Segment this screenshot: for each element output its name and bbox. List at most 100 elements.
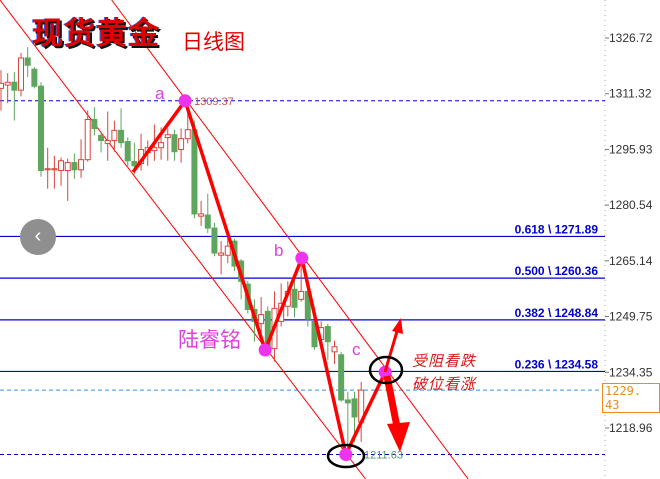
candle-body bbox=[204, 214, 211, 229]
pivot-point bbox=[339, 448, 353, 462]
candle-body bbox=[198, 213, 205, 217]
candle-body bbox=[178, 138, 185, 151]
candle-body bbox=[111, 129, 118, 141]
candle bbox=[104, 111, 111, 161]
wave-label-c: c bbox=[352, 340, 361, 359]
candle-body bbox=[44, 168, 51, 171]
candle bbox=[18, 52, 25, 97]
candle-body bbox=[324, 326, 331, 343]
pivot-point bbox=[295, 251, 309, 265]
candle bbox=[358, 381, 365, 442]
candle bbox=[111, 120, 118, 152]
candle-body bbox=[151, 147, 158, 152]
y-tick-label: 1249.75 bbox=[609, 310, 653, 324]
candle-body bbox=[171, 134, 178, 153]
candle bbox=[198, 200, 205, 226]
candle-body bbox=[191, 129, 198, 215]
candle-body bbox=[71, 162, 78, 171]
candle-body bbox=[11, 81, 18, 91]
back-button[interactable]: ‹ bbox=[20, 219, 56, 255]
y-tick-label: 1295.93 bbox=[609, 142, 653, 156]
candle-body bbox=[31, 68, 38, 87]
chart-subtitle: 日线图 bbox=[182, 30, 245, 54]
chart-title: 现货黄金 bbox=[32, 16, 160, 52]
candle-body bbox=[184, 129, 191, 140]
candle-body bbox=[98, 134, 105, 141]
candle-body bbox=[4, 81, 11, 86]
note-resistance: 受阻看跌 bbox=[412, 352, 477, 370]
candle-body bbox=[131, 160, 138, 167]
candle-body bbox=[91, 118, 98, 130]
candle-body bbox=[104, 139, 111, 144]
candle-body bbox=[224, 245, 231, 256]
wave-label-b: b bbox=[274, 241, 284, 260]
candle bbox=[51, 155, 58, 189]
pivot-point bbox=[258, 343, 272, 357]
current-price-label: 1229. 43 bbox=[602, 383, 660, 413]
pivot-point bbox=[178, 94, 192, 108]
note-breakout: 破位看涨 bbox=[412, 375, 477, 393]
candle bbox=[98, 131, 105, 153]
candle bbox=[338, 351, 345, 402]
candle bbox=[164, 128, 171, 161]
low-highlight-ellipse bbox=[326, 443, 366, 469]
candle-body bbox=[18, 57, 25, 91]
candle bbox=[218, 241, 225, 275]
candle-body bbox=[218, 252, 225, 256]
candle-body bbox=[51, 168, 58, 171]
candle-body bbox=[118, 129, 125, 144]
candle-body bbox=[58, 160, 65, 172]
candle-body bbox=[84, 118, 91, 161]
candle bbox=[331, 340, 338, 364]
candle bbox=[171, 129, 178, 161]
candle bbox=[298, 259, 305, 302]
candle-body bbox=[24, 57, 31, 66]
candle bbox=[78, 139, 85, 178]
author-label: 陆睿铭 bbox=[178, 328, 241, 352]
fib-label-0.236: 0.236 \ 1234.58 bbox=[515, 357, 599, 371]
candle-body bbox=[78, 159, 85, 171]
fib-label-0.500: 0.500 \ 1260.36 bbox=[515, 264, 599, 278]
y-tick-label: 1280.54 bbox=[609, 198, 653, 212]
high-price-label: 1309.37 bbox=[194, 96, 234, 108]
forecast-down-arrow bbox=[383, 375, 410, 452]
candle-body bbox=[64, 162, 71, 172]
candle-body bbox=[258, 314, 265, 325]
candle bbox=[178, 128, 185, 163]
y-tick-label: 1326.72 bbox=[609, 31, 653, 45]
candle bbox=[0, 70, 4, 111]
candle bbox=[64, 158, 71, 201]
pivot-point bbox=[378, 365, 392, 379]
candle-body bbox=[0, 82, 4, 89]
candle bbox=[324, 323, 331, 360]
candle bbox=[291, 279, 298, 318]
candle bbox=[31, 67, 38, 89]
y-tick-label: 1218.96 bbox=[609, 421, 653, 435]
candle bbox=[224, 236, 231, 264]
candle bbox=[44, 147, 51, 189]
y-tick-label: 1311.32 bbox=[609, 87, 652, 101]
chevron-left-icon: ‹ bbox=[34, 225, 42, 247]
candle-body bbox=[124, 141, 131, 162]
candle bbox=[38, 82, 45, 177]
forecast-up-arrow bbox=[383, 318, 403, 373]
candle bbox=[4, 73, 11, 104]
fib-label-0.618: 0.618 \ 1271.89 bbox=[515, 222, 599, 236]
candle-body bbox=[331, 346, 338, 353]
zigzag-wave-line bbox=[131, 99, 387, 457]
fib-label-0.382: 0.382 \ 1248.84 bbox=[515, 306, 599, 320]
candle bbox=[204, 193, 211, 234]
candle-body bbox=[344, 399, 351, 404]
y-tick-label: 1265.14 bbox=[609, 254, 653, 268]
low-price-label: 1211.63 bbox=[364, 450, 403, 462]
candle bbox=[118, 108, 125, 148]
channel-line-2 bbox=[111, 0, 469, 479]
candle-body bbox=[38, 85, 45, 172]
candle-body bbox=[351, 398, 358, 418]
candle bbox=[211, 223, 218, 257]
candle bbox=[11, 72, 18, 121]
candle-body bbox=[291, 288, 298, 308]
candle-body bbox=[164, 134, 171, 139]
y-tick-label: 1234.35 bbox=[609, 365, 653, 379]
